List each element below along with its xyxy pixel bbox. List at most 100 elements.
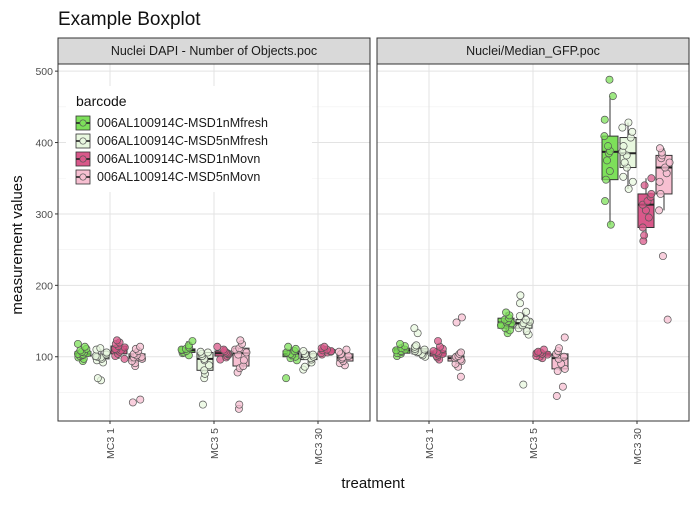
legend-items: 006AL100914C-MSD1nMfresh 006AL100914C-MSD… [75, 115, 268, 185]
data-point [335, 347, 343, 356]
data-point [618, 123, 627, 132]
legend: barcode 006AL100914C-MSD1nMfresh006AL100… [66, 86, 312, 192]
data-point [128, 398, 137, 407]
data-point [658, 252, 667, 261]
data-point [516, 291, 525, 300]
x-tick-label: MC3 30 [313, 428, 325, 465]
y-tick-label: 300 [35, 209, 53, 221]
data-point [291, 344, 300, 353]
data-point [655, 177, 664, 186]
y-tick-label: 400 [35, 138, 53, 150]
data-point [647, 174, 656, 183]
data-point [600, 132, 609, 141]
data-point [656, 189, 665, 198]
box-group [317, 342, 336, 359]
facet-label: Nuclei/Median_GFP.poc [466, 44, 600, 58]
data-point [410, 324, 419, 333]
data-point [620, 158, 629, 167]
legend-key-point [79, 173, 87, 181]
y-axis-title: measurement values [9, 175, 26, 314]
y-axis: 100 200 300 400 500 [35, 66, 58, 364]
data-point [640, 231, 649, 240]
data-point [655, 144, 664, 153]
data-point [552, 392, 561, 400]
data-point [282, 374, 291, 383]
box-group [551, 333, 569, 400]
box-group [128, 342, 147, 407]
data-point [93, 374, 102, 383]
box-group [110, 336, 129, 363]
data-point [560, 333, 569, 342]
data-point [628, 127, 637, 136]
data-point [200, 366, 209, 375]
data-point [558, 382, 567, 391]
x-axis: MC3 1 MC3 5 MC3 30 [105, 421, 325, 465]
data-point [555, 344, 563, 353]
legend-label: 006AL100914C-MSD5nMovn [97, 170, 260, 184]
legend-key-point [79, 119, 87, 127]
legend-label: 006AL100914C-MSD1nMfresh [97, 116, 268, 130]
gridlines [377, 64, 689, 421]
data-point [661, 163, 670, 172]
legend-key-point [79, 137, 87, 145]
box-group [447, 313, 466, 381]
data-point [457, 313, 466, 322]
legend-item: 006AL100914C-MSD1nMfresh [75, 115, 268, 131]
box-group [637, 174, 656, 246]
box-group [514, 291, 534, 389]
data-point [624, 184, 633, 193]
data-point [456, 372, 465, 381]
data-point [522, 307, 531, 316]
data-point [603, 156, 611, 165]
data-point [605, 167, 614, 176]
x-axis-title: treatment [341, 475, 405, 492]
box-group [410, 324, 430, 361]
data-point [102, 348, 111, 357]
legend-item: 006AL100914C-MSD5nMovn [75, 169, 260, 185]
data-point [242, 348, 251, 357]
data-point [647, 189, 656, 198]
box-group [231, 336, 251, 413]
x-tick-label: MC3 1 [424, 428, 436, 459]
data-point [604, 142, 612, 151]
box-group [496, 308, 516, 338]
boxplots [392, 75, 674, 400]
data-point [605, 75, 614, 84]
chart-title: Example Boxplot [58, 9, 201, 30]
data-point [203, 348, 212, 357]
legend-item: 006AL100914C-MSD5nMfresh [75, 133, 268, 149]
box-group [282, 342, 301, 383]
data-point [213, 342, 222, 351]
x-tick-label: MC3 1 [105, 428, 117, 459]
legend-background [66, 86, 312, 192]
box-group [177, 337, 197, 360]
data-point [73, 339, 82, 348]
data-point [515, 312, 524, 320]
x-tick-label: MC3 5 [528, 428, 540, 459]
box-group [532, 345, 552, 363]
data-point [412, 341, 421, 350]
data-point [120, 354, 129, 363]
data-point [665, 158, 674, 167]
data-point [457, 348, 465, 357]
data-point [136, 342, 145, 351]
legend-item: 006AL100914C-MSD1nMovn [75, 151, 260, 167]
data-point [235, 400, 244, 409]
box-group [392, 339, 411, 360]
data-point [519, 380, 528, 389]
data-point [619, 142, 628, 151]
data-point [205, 361, 214, 370]
data-point [628, 177, 637, 186]
data-point [420, 345, 429, 354]
box-group [618, 118, 637, 193]
facet-strip [57, 37, 371, 65]
data-point [624, 118, 633, 127]
data-point [300, 362, 309, 371]
panel-2: Nuclei/Median_GFP.poc MC3 1 MC3 5 MC3 30 [376, 37, 690, 465]
data-point [502, 308, 510, 317]
data-point [516, 299, 524, 308]
data-point [608, 92, 617, 101]
box-group [196, 347, 214, 409]
data-point [522, 327, 531, 335]
